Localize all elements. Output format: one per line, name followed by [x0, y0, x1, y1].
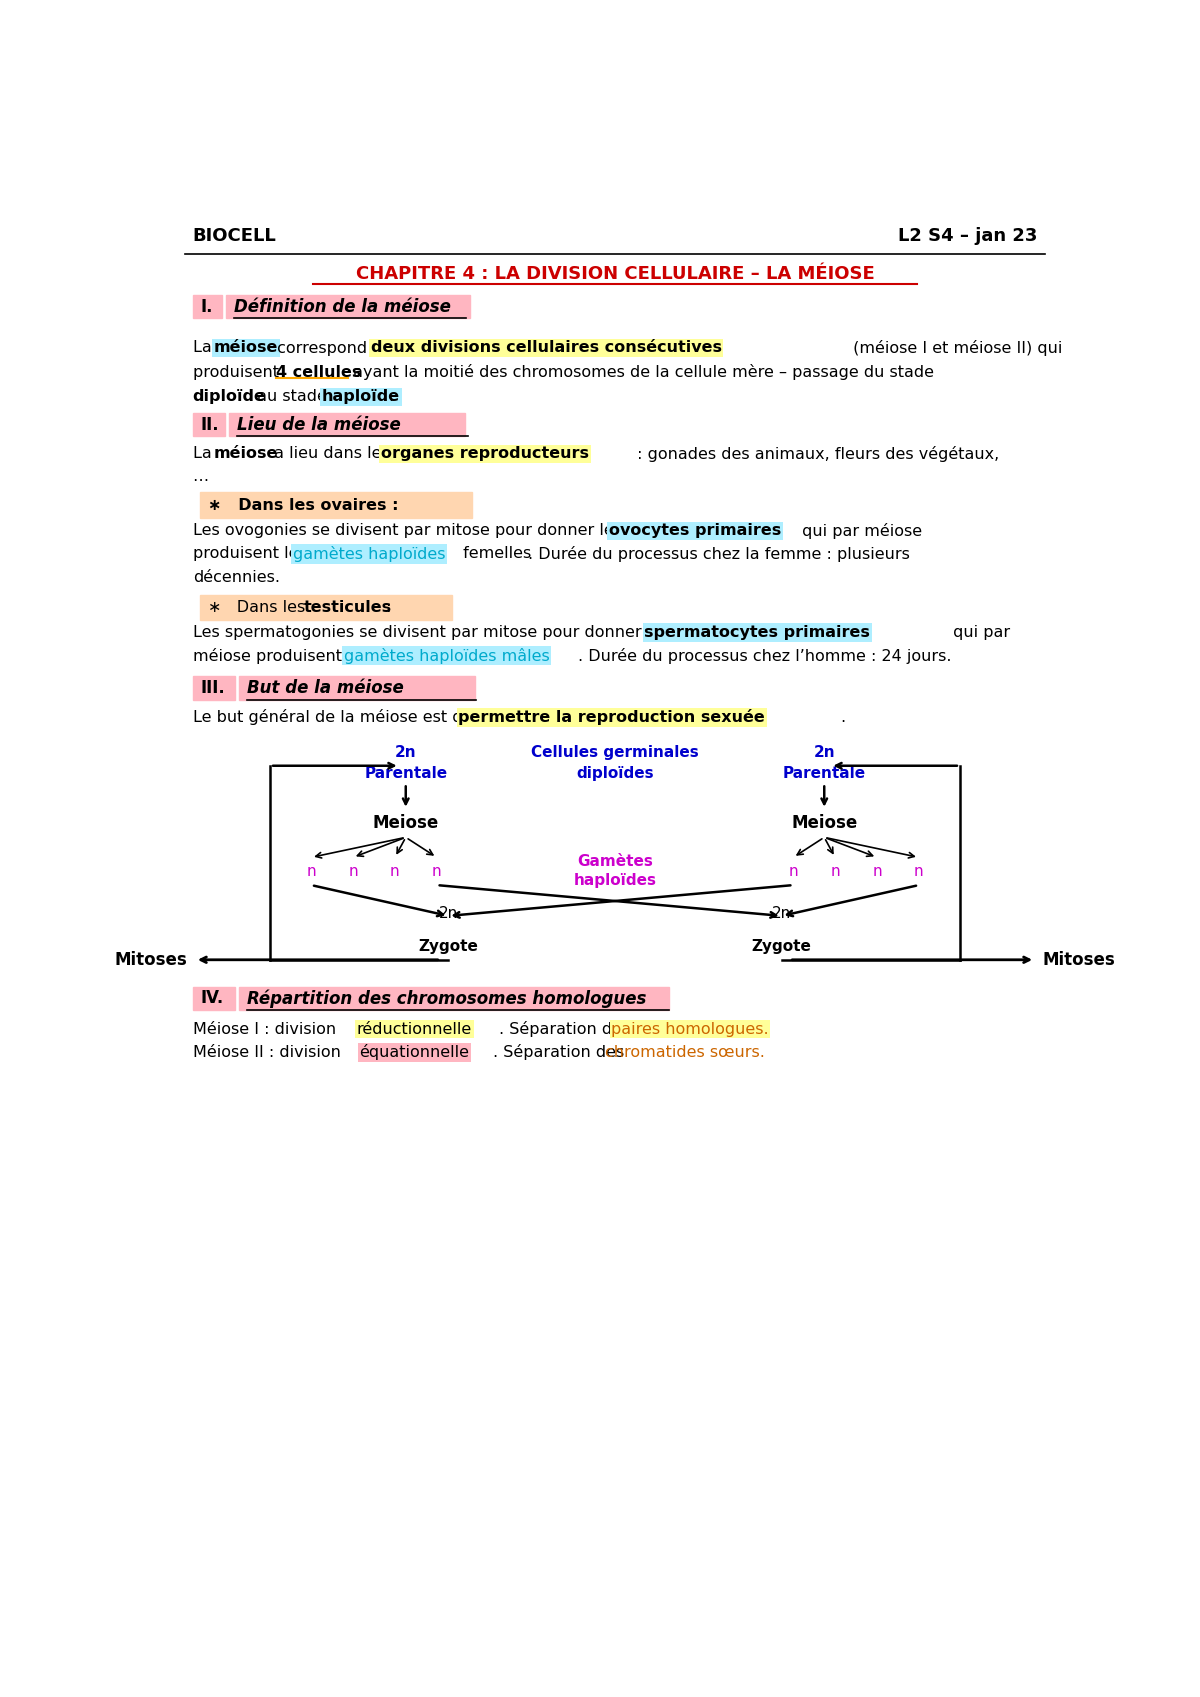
Text: . Durée du processus chez l’homme : 24 jours.: . Durée du processus chez l’homme : 24 j…	[578, 648, 952, 664]
Bar	[229, 412, 466, 436]
Text: ∗   Dans les: ∗ Dans les	[208, 601, 311, 616]
Bar	[239, 677, 475, 699]
Bar	[226, 295, 470, 319]
Text: Meiose: Meiose	[791, 815, 857, 833]
Text: IV.: IV.	[200, 989, 223, 1008]
Text: deux divisions cellulaires consécutives: deux divisions cellulaires consécutives	[371, 339, 722, 355]
Text: chromatides sœurs.: chromatides sœurs.	[605, 1045, 764, 1059]
Text: : gonades des animaux, fleurs des végétaux,: : gonades des animaux, fleurs des végéta…	[632, 446, 1000, 462]
Bar	[193, 677, 235, 699]
Text: n: n	[830, 864, 840, 879]
Text: Cellules germinales: Cellules germinales	[532, 745, 698, 760]
Text: diploïdes: diploïdes	[576, 765, 654, 781]
Text: Zygote: Zygote	[419, 938, 479, 954]
Text: produisent: produisent	[193, 365, 283, 380]
Text: a lieu dans les: a lieu dans les	[269, 446, 395, 462]
Text: BIOCELL: BIOCELL	[193, 227, 276, 244]
Text: II.: II.	[200, 416, 220, 434]
Text: femelles: femelles	[458, 546, 532, 562]
Text: au stade: au stade	[252, 389, 332, 404]
Text: I.: I.	[200, 297, 212, 316]
Bar	[193, 986, 235, 1010]
Text: Le but général de la méiose est de: Le but général de la méiose est de	[193, 709, 478, 725]
Text: :: :	[380, 601, 391, 616]
Text: L2 S4 – jan 23: L2 S4 – jan 23	[898, 227, 1037, 244]
Text: Les spermatogonies se divisent par mitose pour donner les: Les spermatogonies se divisent par mitos…	[193, 624, 674, 640]
Bar	[193, 295, 222, 319]
Text: ovocytes primaires: ovocytes primaires	[608, 523, 781, 538]
Text: Meiose: Meiose	[373, 815, 439, 833]
Text: 2n: 2n	[439, 906, 458, 921]
Text: gamètes haploïdes mâles: gamètes haploïdes mâles	[343, 648, 550, 664]
Text: .: .	[840, 709, 845, 725]
Text: gamètes haploïdes: gamètes haploïdes	[293, 546, 445, 562]
Text: . Durée du processus chez la femme : plusieurs: . Durée du processus chez la femme : plu…	[528, 546, 910, 562]
Text: 2n: 2n	[814, 745, 835, 760]
Text: Parentale: Parentale	[782, 765, 866, 781]
Text: n: n	[348, 864, 358, 879]
Text: Lieu de la méiose: Lieu de la méiose	[236, 416, 401, 434]
Text: Zygote: Zygote	[751, 938, 811, 954]
Text: CHAPITRE 4 : LA DIVISION CELLULAIRE – LA MÉIOSE: CHAPITRE 4 : LA DIVISION CELLULAIRE – LA…	[355, 265, 875, 283]
Text: n: n	[390, 864, 400, 879]
Text: . Séparation des: . Séparation des	[492, 1044, 629, 1061]
Text: organes reproducteurs: organes reproducteurs	[380, 446, 589, 462]
Text: …: …	[193, 470, 209, 484]
Text: (méiose I et méiose II) qui: (méiose I et méiose II) qui	[847, 339, 1062, 356]
Text: spermatocytes primaires: spermatocytes primaires	[644, 624, 870, 640]
Bar	[193, 412, 226, 436]
Text: La: La	[193, 446, 216, 462]
Text: Les ovogonies se divisent par mitose pour donner les: Les ovogonies se divisent par mitose pou…	[193, 523, 626, 538]
Text: méiose: méiose	[214, 446, 278, 462]
Text: Méiose I : division: Méiose I : division	[193, 1022, 341, 1037]
Text: Gamètes: Gamètes	[577, 855, 653, 869]
Text: correspond à: correspond à	[271, 339, 386, 356]
Text: n: n	[872, 864, 882, 879]
Text: 2n: 2n	[395, 745, 416, 760]
Text: diploïde: diploïde	[193, 389, 265, 404]
Text: n: n	[788, 864, 798, 879]
Text: permettre la reproduction sexuée: permettre la reproduction sexuée	[458, 709, 766, 725]
Bar	[200, 596, 452, 619]
Text: But de la méiose: But de la méiose	[247, 679, 403, 697]
Text: n: n	[306, 864, 316, 879]
Text: ayant la moitié des chromosomes de la cellule mère – passage du stade: ayant la moitié des chromosomes de la ce…	[348, 365, 935, 380]
Text: Mitoses: Mitoses	[114, 950, 187, 969]
Text: .: .	[389, 389, 394, 404]
Text: haploïde: haploïde	[322, 389, 400, 404]
Text: qui par méiose: qui par méiose	[797, 523, 923, 540]
Text: La: La	[193, 339, 216, 355]
Bar	[200, 492, 472, 518]
Text: Parentale: Parentale	[364, 765, 448, 781]
Text: paires homologues.: paires homologues.	[611, 1022, 769, 1037]
Text: . Séparation des: . Séparation des	[499, 1022, 635, 1037]
Text: haploïdes: haploïdes	[574, 872, 656, 888]
Text: réductionnelle: réductionnelle	[356, 1022, 472, 1037]
Text: n: n	[914, 864, 924, 879]
Text: III.: III.	[200, 679, 226, 697]
Text: produisent les: produisent les	[193, 546, 312, 562]
Text: n: n	[432, 864, 442, 879]
Text: Méiose II : division: Méiose II : division	[193, 1045, 346, 1059]
Text: décennies.: décennies.	[193, 570, 280, 584]
Text: Répartition des chromosomes homologues: Répartition des chromosomes homologues	[247, 989, 647, 1008]
Bar	[239, 986, 670, 1010]
Text: méiose produisent les: méiose produisent les	[193, 648, 374, 664]
Text: équationnelle: équationnelle	[359, 1044, 469, 1061]
Text: qui par: qui par	[948, 624, 1010, 640]
Text: Mitoses: Mitoses	[1043, 950, 1116, 969]
Text: testicules: testicules	[304, 601, 391, 616]
Text: ∗   Dans les ovaires :: ∗ Dans les ovaires :	[208, 497, 398, 512]
Text: 4 cellules: 4 cellules	[276, 365, 361, 380]
Text: 2n: 2n	[772, 906, 791, 921]
Text: Définition de la méiose: Définition de la méiose	[234, 297, 450, 316]
Text: méiose: méiose	[214, 339, 278, 355]
